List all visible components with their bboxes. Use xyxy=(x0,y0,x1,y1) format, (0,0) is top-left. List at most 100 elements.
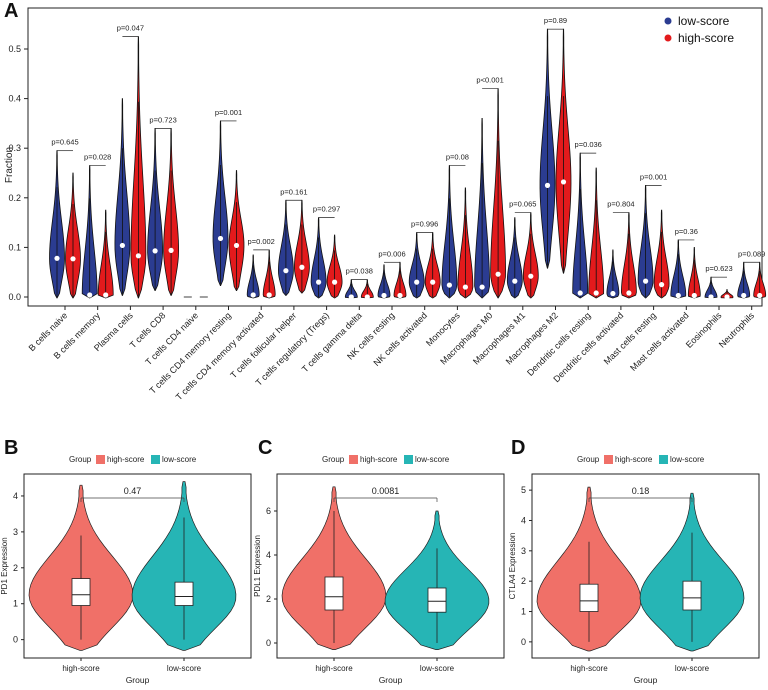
y-tick-label: 5 xyxy=(521,485,526,495)
median-dot-high-score xyxy=(757,292,763,299)
legend-low-label: low-score xyxy=(678,14,730,28)
median-dot-low-score xyxy=(708,294,714,300)
median-dot-high-score xyxy=(332,279,338,285)
median-dot-low-score xyxy=(479,284,485,290)
median-dot-low-score xyxy=(414,279,420,285)
median-dot-low-score xyxy=(348,294,354,300)
median-dot-high-score xyxy=(299,264,305,270)
pvalue-label: p=0.08 xyxy=(446,153,469,162)
x-axis-title: Group xyxy=(634,675,658,685)
pvalue-label: p=0.623 xyxy=(705,264,732,273)
legend-high-label: high-score xyxy=(360,455,398,464)
box xyxy=(324,576,344,611)
legend-high-swatch xyxy=(349,455,358,464)
pvalue-label: p=0.089 xyxy=(738,249,765,258)
median-dot-high-score xyxy=(626,290,632,296)
y-tick-label: 2 xyxy=(266,594,271,604)
median-dot-high-score xyxy=(430,279,436,285)
x-tick-label: T cells gamma delta xyxy=(300,310,364,374)
median-dot-high-score xyxy=(593,290,599,296)
panel-d: D Group high-score low-score 0 1 2 3 4 5 CTLA4 Exp… xyxy=(508,437,760,685)
pvalue-label: 0.0081 xyxy=(372,486,400,496)
y-tick-label: 0 xyxy=(266,638,271,648)
y-tick-label: 3 xyxy=(13,527,18,537)
legend-high-label: high-score xyxy=(678,31,734,45)
box xyxy=(427,587,447,613)
pvalue-label: p=0.645 xyxy=(51,138,78,147)
panel-letter: D xyxy=(511,437,525,459)
y-tick-label: 0 xyxy=(13,635,18,645)
y-tick-label: 4 xyxy=(521,515,526,525)
legend-low-swatch xyxy=(404,455,413,464)
legend-title: Group xyxy=(69,455,92,464)
median-dot-low-score xyxy=(446,282,452,288)
legend-high-swatch xyxy=(604,455,613,464)
x-tick-label: Dendritic cells resting xyxy=(525,310,593,378)
panel-a-letter: A xyxy=(4,0,18,22)
pvalue-label: p=0.038 xyxy=(346,267,373,276)
pvalue-label: p=0.89 xyxy=(544,16,567,25)
y-tick-label: 0.1 xyxy=(8,242,21,252)
y-axis-title: CTLA4 Expression xyxy=(508,533,517,600)
box xyxy=(682,580,702,611)
median-dot-high-score xyxy=(659,282,665,288)
median-dot-low-score xyxy=(87,292,93,298)
pvalue-label: p=0.028 xyxy=(84,153,111,162)
median-dot-low-score xyxy=(577,290,583,296)
median-dot-low-score xyxy=(316,279,322,285)
median-dot-high-score xyxy=(70,256,76,262)
legend-low-swatch xyxy=(659,455,668,464)
panel-a-violins: p=0.645 p=0.028 p=0.047 p=0.723 p=0.001 p=0.0… xyxy=(49,16,767,300)
x-tick-label: high-score xyxy=(315,664,353,673)
pvalue-label: p=0.065 xyxy=(509,200,536,209)
pvalue-label: p=0.161 xyxy=(280,187,307,196)
panel-a-frame xyxy=(27,7,763,307)
median-dot-low-score xyxy=(250,292,256,298)
legend-high-label: high-score xyxy=(615,455,653,464)
pvalue-label: p=0.002 xyxy=(248,237,275,246)
y-tick-label: 2 xyxy=(521,576,526,586)
panel-b: B Group high-score low-score 0 1 2 3 4 PD1 Expres… xyxy=(0,437,252,685)
box xyxy=(71,578,91,606)
median-dot-high-score xyxy=(135,253,141,259)
y-tick-label: 3 xyxy=(521,546,526,556)
pvalue-label: p<0.001 xyxy=(476,76,503,85)
x-tick-label: low-score xyxy=(167,664,202,673)
median-dot-high-score xyxy=(495,271,501,277)
box xyxy=(579,583,599,612)
median-dot-low-score xyxy=(741,292,747,299)
pvalue-label: 0.18 xyxy=(632,486,650,496)
box xyxy=(174,581,194,606)
median-dot-low-score xyxy=(512,278,518,284)
legend-high-dot xyxy=(664,34,672,42)
median-dot-high-score xyxy=(528,273,534,279)
pvalue-label: p=0.001 xyxy=(640,172,667,181)
legend-high-swatch xyxy=(96,455,105,464)
y-tick-label: 0.2 xyxy=(8,193,21,203)
median-dot-low-score xyxy=(217,235,224,242)
median-dot-low-score xyxy=(283,268,289,274)
x-tick-label: high-score xyxy=(570,664,608,673)
pvalue-label: p=0.036 xyxy=(575,140,602,149)
pvalue-label: p=0.006 xyxy=(378,249,405,258)
median-dot-low-score xyxy=(544,182,551,188)
median-dot-high-score xyxy=(168,247,174,253)
pvalue-label: p=0.804 xyxy=(607,200,634,209)
median-dot-low-score xyxy=(381,292,387,299)
x-tick-label: Mast cells activated xyxy=(628,310,691,373)
legend-low-label: low-score xyxy=(162,455,197,464)
y-tick-label: 0.5 xyxy=(8,44,21,54)
median-dot-high-score xyxy=(103,292,109,298)
median-dot-high-score xyxy=(397,292,403,299)
pvalue-label: p=0.047 xyxy=(117,24,144,33)
panel-c: C Group high-score low-score 0 2 4 6 PDL1 Expres… xyxy=(253,437,505,685)
panel-letter: B xyxy=(4,437,18,459)
pvalue-label: p=0.36 xyxy=(675,227,698,236)
y-tick-label: 0.4 xyxy=(8,94,21,104)
y-tick-label: 1 xyxy=(13,599,18,609)
plot-frame xyxy=(276,473,505,659)
legend-low-dot xyxy=(664,17,672,25)
x-tick-label: low-score xyxy=(420,664,455,673)
legend-low-label: low-score xyxy=(415,455,450,464)
